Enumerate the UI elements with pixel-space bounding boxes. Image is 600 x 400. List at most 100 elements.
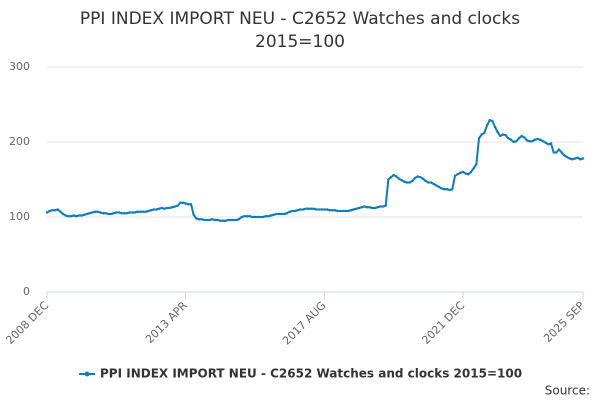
point <box>395 175 398 178</box>
point <box>360 206 363 209</box>
point <box>499 134 502 138</box>
point <box>149 209 153 212</box>
point <box>483 131 486 135</box>
point <box>472 167 475 170</box>
x-tick-label: 2013 APR <box>143 299 190 346</box>
point <box>120 212 123 215</box>
point <box>131 211 134 214</box>
point <box>493 125 497 129</box>
point <box>416 175 419 178</box>
point <box>437 185 441 189</box>
point <box>320 208 323 211</box>
point <box>72 214 75 217</box>
point <box>267 215 270 218</box>
point <box>291 209 294 213</box>
point <box>101 212 105 215</box>
point <box>309 207 313 210</box>
point <box>579 158 582 161</box>
point <box>328 209 331 212</box>
point <box>203 218 206 222</box>
legend-label: PPI INDEX IMPORT NEU - C2652 Watches and… <box>100 367 522 381</box>
point <box>152 208 155 211</box>
point <box>453 174 457 177</box>
point <box>112 212 115 215</box>
y-tick-label: 100 <box>9 210 30 223</box>
point <box>411 179 414 183</box>
point <box>565 155 569 159</box>
point <box>136 210 139 213</box>
point <box>331 209 334 212</box>
point <box>432 182 435 186</box>
y-tick-label: 0 <box>23 285 30 298</box>
point <box>496 131 499 134</box>
y-tick-label: 300 <box>9 60 30 73</box>
point <box>408 181 411 184</box>
point <box>368 206 371 209</box>
point <box>469 170 473 174</box>
point <box>552 151 555 154</box>
point <box>187 203 190 206</box>
point <box>83 213 86 216</box>
point <box>125 212 129 215</box>
point <box>451 188 454 191</box>
source: Source: <box>545 384 590 398</box>
point <box>424 179 427 183</box>
point <box>251 215 254 219</box>
point <box>141 210 145 213</box>
point <box>512 140 515 144</box>
point <box>277 212 281 216</box>
point <box>93 210 97 213</box>
point <box>312 207 315 210</box>
point <box>61 212 65 216</box>
point <box>523 136 526 139</box>
point <box>581 157 585 160</box>
point <box>77 214 81 217</box>
point <box>557 148 561 151</box>
point <box>349 209 353 212</box>
point <box>139 210 142 213</box>
x-tick-label: 2021 DEC <box>419 299 467 347</box>
x-tick-label: 2025 SEP <box>541 299 587 345</box>
point <box>384 204 387 207</box>
point <box>179 201 182 204</box>
point <box>189 203 193 206</box>
point <box>168 206 171 210</box>
point <box>536 137 539 141</box>
point <box>280 212 283 216</box>
point <box>413 176 417 180</box>
point <box>456 173 459 176</box>
point <box>88 212 91 215</box>
point <box>477 137 481 140</box>
point <box>56 208 59 211</box>
point <box>467 173 470 176</box>
point <box>232 218 235 222</box>
point <box>99 211 102 214</box>
point <box>115 211 118 214</box>
point <box>219 219 222 222</box>
point <box>288 210 291 213</box>
point <box>208 218 211 222</box>
point <box>488 119 491 122</box>
point <box>459 171 462 174</box>
legend-item[interactable]: PPI INDEX IMPORT NEU - C2652 Watches and… <box>79 367 522 381</box>
point <box>91 211 94 214</box>
point <box>571 158 574 161</box>
point <box>485 124 489 127</box>
point <box>272 213 275 216</box>
point <box>109 212 113 216</box>
point <box>549 142 553 145</box>
point <box>195 217 198 220</box>
point <box>173 205 177 208</box>
point <box>157 207 161 210</box>
point <box>245 215 249 218</box>
point <box>227 218 230 222</box>
point <box>563 154 566 157</box>
point <box>357 206 361 210</box>
point <box>435 184 438 187</box>
point <box>525 139 529 142</box>
point <box>389 176 393 179</box>
point <box>336 209 339 213</box>
point <box>376 206 379 209</box>
point <box>197 218 201 221</box>
series-line <box>46 119 584 222</box>
